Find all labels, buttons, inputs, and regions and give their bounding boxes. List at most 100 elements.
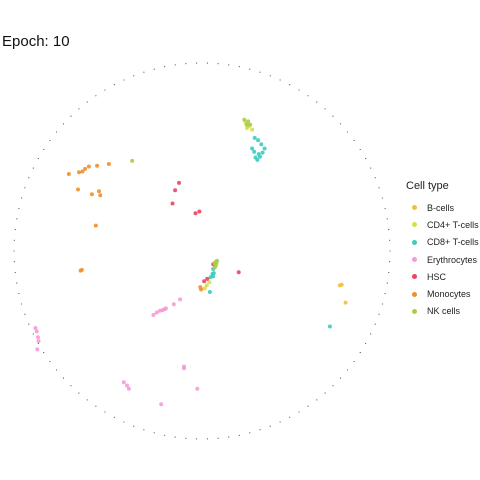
data-point [125,383,129,388]
data-point [195,386,200,391]
boundary-dot [37,342,39,344]
boundary-dot [185,437,187,439]
chart-title: Epoch: 10 [2,33,70,50]
boundary-dot [316,399,318,401]
boundary-dot [289,416,291,418]
boundary-dot [143,71,145,73]
data-point [202,279,207,284]
data-point [260,150,265,155]
data-point [76,187,80,192]
boundary-dot [359,148,361,150]
legend-item: CD4+ T-cells [406,216,479,233]
legend-item: B-cells [406,199,479,216]
boundary-dot [86,101,88,103]
boundary-dot [164,66,166,68]
boundary-dot [388,229,390,231]
data-point [252,149,257,154]
data-point [83,166,88,171]
boundary-dot [123,79,125,81]
data-point [77,170,81,175]
data-point [95,163,100,168]
unit-circle-boundary [13,62,391,440]
data-point [256,138,261,143]
data-point [97,189,101,194]
boundary-dot [185,63,187,65]
data-point [126,386,131,391]
data-point [242,117,247,122]
boundary-dot [16,282,18,284]
boundary-dot [217,437,219,439]
boundary-dot [28,323,30,325]
boundary-dot [153,432,155,434]
legend-label: CD8+ T-cells [427,237,479,248]
data-point [163,306,168,311]
boundary-dot [324,108,326,110]
boundary-dot [32,333,34,335]
boundary-dot [359,352,361,354]
boundary-dot [32,167,34,169]
boundary-dot [365,158,367,160]
boundary-dot [249,432,251,434]
boundary-dot [196,438,198,440]
data-point [98,193,103,198]
data-point [33,326,38,330]
data-point [236,270,241,275]
boundary-dot [386,218,388,220]
boundary-dot [95,405,97,407]
data-point [262,146,267,151]
data-point [36,339,41,344]
legend-label: Erythrocytes [427,254,478,265]
legend-label: B-cells [427,202,455,213]
data-point [35,347,40,352]
boundary-dot [55,369,58,371]
boundary-dot [259,429,261,431]
boundary-dot [62,123,65,125]
boundary-dot [374,323,376,325]
boundary-dot [238,66,240,68]
boundary-dot [70,385,72,387]
boundary-dot [346,369,349,371]
boundary-dot [95,95,97,97]
boundary-dot [384,293,386,295]
boundary-dot [298,89,300,91]
boundary-dot [307,95,309,97]
data-point [36,335,40,340]
boundary-dot [353,360,355,363]
data-point [173,188,178,193]
boundary-dot [24,187,26,189]
boundary-dot [143,429,145,431]
boundary-dot [18,293,20,295]
data-point [202,286,207,291]
boundary-dot [324,392,326,394]
boundary-dot [123,421,125,423]
data-point [208,275,213,280]
boundary-dot [28,177,30,179]
data-point [244,122,249,127]
boundary-dot [206,62,208,64]
legend-items: B-cells CD4+ T-cells CD8+ T-cells Erythrocy… [406,199,479,320]
legend-item: NK cells [406,303,479,320]
boundary-dot [353,139,355,142]
data-point [199,287,204,292]
boundary-dot [49,139,51,142]
data-point [130,158,135,163]
boundary-dot [316,101,318,103]
data-point [253,155,258,160]
boundary-dot [21,197,23,199]
boundary-dot [24,313,26,315]
data-point [327,324,332,329]
boundary-dot [381,197,383,199]
boundary-dot [113,84,115,86]
boundary-dot [279,79,281,81]
boundary-dot [37,158,39,160]
legend-label: HSC [427,271,447,282]
boundary-dot [381,303,383,305]
boundary-dot [14,271,16,273]
data-point [207,290,212,294]
legend-swatch [412,257,417,263]
boundary-dot [289,84,291,86]
legend-item: Monocytes [406,285,479,302]
data-point [178,297,183,302]
legend: Cell type B-cells CD4+ T-cells CD8+ T-cell… [406,180,479,320]
boundary-dot [269,75,271,77]
